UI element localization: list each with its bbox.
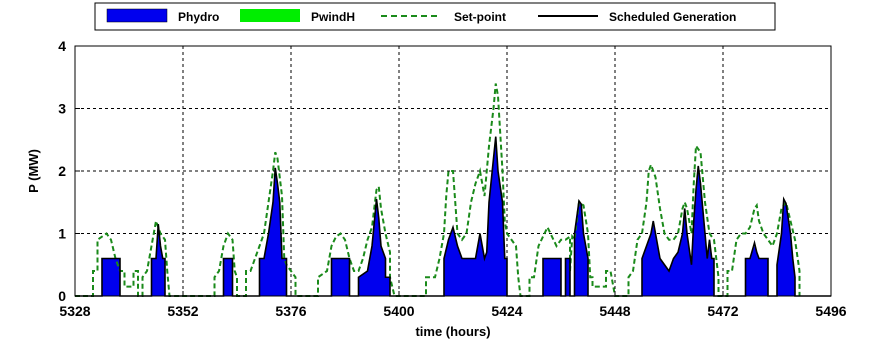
x-tick-label: 5424 [491, 303, 522, 319]
legend-swatch-pwindh [240, 9, 300, 22]
y-tick-label: 2 [58, 163, 66, 179]
x-tick-label: 5472 [707, 303, 738, 319]
setpoint-line [75, 83, 801, 297]
x-tick-label: 5448 [599, 303, 630, 319]
legend: Phydro PwindH Set-point Scheduled Genera… [94, 2, 776, 31]
legend-label-setpoint: Set-point [454, 10, 506, 24]
legend-swatch-phydro [106, 8, 168, 23]
series-phydro [75, 139, 831, 296]
legend-label-phydro: Phydro [178, 10, 219, 24]
x-tick-label: 5376 [275, 303, 306, 319]
y-tick-label: 0 [58, 288, 66, 304]
y-axis-label: P (MW) [26, 149, 41, 193]
x-axis-label: time (hours) [415, 324, 490, 339]
legend-label-scheduled: Scheduled Generation [609, 10, 736, 24]
series-scheduled-generation [75, 136, 831, 297]
x-tick-label: 5328 [59, 303, 90, 319]
y-tick-label: 4 [58, 38, 66, 54]
x-tick-label: 5400 [383, 303, 414, 319]
y-tick-label: 3 [58, 101, 66, 117]
x-tick-label: 5496 [815, 303, 846, 319]
x-tick-label: 5352 [167, 303, 198, 319]
y-tick-label: 1 [58, 226, 66, 242]
scheduled-generation-line [75, 136, 831, 297]
legend-label-pwindh: PwindH [311, 10, 355, 24]
series-setpoint [75, 83, 801, 297]
y-axis-ticks: 0 1 2 3 4 [58, 38, 80, 304]
phydro-area [75, 139, 831, 296]
x-axis-ticks: 5328 5352 5376 5400 5424 5448 5472 5496 [59, 291, 847, 319]
